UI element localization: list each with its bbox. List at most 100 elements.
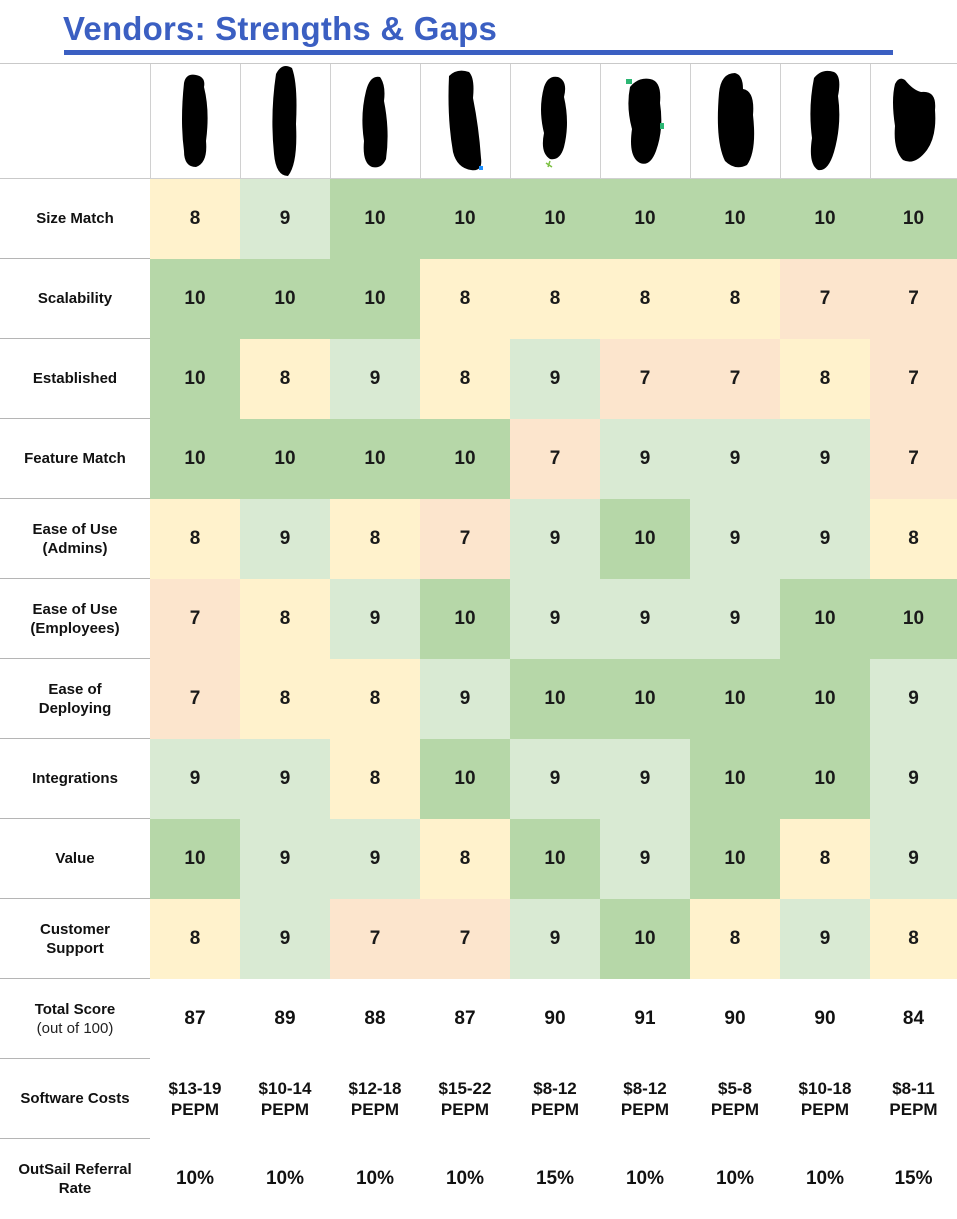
score-cell: 10 bbox=[150, 819, 240, 899]
cost-range: $10-18 bbox=[798, 1079, 852, 1098]
score-cell: 10 bbox=[600, 499, 690, 579]
referral-label-line2: Rate bbox=[58, 1180, 92, 1197]
score-cell: 9 bbox=[510, 339, 600, 419]
score-cell: 8 bbox=[690, 899, 780, 979]
criteria-label: Customer Support bbox=[0, 899, 150, 979]
score-cell: 9 bbox=[690, 499, 780, 579]
vendor-logo-redacted bbox=[240, 64, 330, 179]
criteria-label: Integrations bbox=[0, 739, 150, 819]
cost-unit: PEPM bbox=[440, 1100, 490, 1119]
software-cost-value: $8-11 PEPM bbox=[870, 1059, 957, 1139]
software-cost-value: $8-12 PEPM bbox=[600, 1059, 690, 1139]
score-cell: 8 bbox=[600, 259, 690, 339]
criteria-row-established: Established 10 8 9 8 9 7 7 8 7 bbox=[0, 339, 957, 419]
score-cell: 9 bbox=[870, 739, 957, 819]
score-cell: 10 bbox=[150, 339, 240, 419]
total-score-value: 87 bbox=[184, 1008, 206, 1029]
header-corner-cell bbox=[0, 64, 150, 179]
criteria-row-customer-support: Customer Support 8 9 7 7 9 10 8 9 8 bbox=[0, 899, 957, 979]
score-cell: 10 bbox=[690, 739, 780, 819]
score-cell: 10 bbox=[870, 579, 957, 659]
software-costs-row: Software Costs $13-19 PEPM $10-14 PEPM $12… bbox=[0, 1059, 957, 1139]
total-score-value: 91 bbox=[634, 1008, 656, 1029]
software-cost-value: $8-12 PEPM bbox=[510, 1059, 600, 1139]
criteria-label-line2: (Employees) bbox=[30, 619, 120, 637]
score-cell: 10 bbox=[780, 579, 870, 659]
score-cell: 10 bbox=[690, 179, 780, 259]
score-cell: 8 bbox=[420, 259, 510, 339]
score-cell: 9 bbox=[510, 499, 600, 579]
cost-unit: PEPM bbox=[260, 1100, 310, 1119]
score-cell: 9 bbox=[240, 499, 330, 579]
criteria-label-line1: Ease of Use bbox=[32, 600, 118, 618]
total-score-value: 90 bbox=[544, 1008, 566, 1029]
criteria-label-line1: Ease of bbox=[48, 680, 102, 698]
score-cell: 9 bbox=[330, 339, 420, 419]
score-cell: 8 bbox=[780, 339, 870, 419]
criteria-label-line1: Ease of Use bbox=[32, 520, 118, 538]
score-cell: 8 bbox=[330, 739, 420, 819]
vendor-comparison-table: Size Match 8 9 10 10 10 10 10 10 10 Scal… bbox=[0, 63, 957, 1219]
software-cost-value: $10-14 PEPM bbox=[240, 1059, 330, 1139]
score-cell: 8 bbox=[420, 819, 510, 899]
vendor-logo-redacted bbox=[600, 64, 690, 179]
criteria-row-scalability: Scalability 10 10 10 8 8 8 8 7 7 bbox=[0, 259, 957, 339]
score-cell: 10 bbox=[870, 179, 957, 259]
cost-unit: PEPM bbox=[530, 1100, 580, 1119]
referral-rate-value: 10% bbox=[175, 1168, 215, 1189]
score-cell: 10 bbox=[780, 739, 870, 819]
score-cell: 9 bbox=[870, 659, 957, 739]
cost-unit: PEPM bbox=[710, 1100, 760, 1119]
total-score-value: 88 bbox=[364, 1008, 386, 1029]
vendor-logo-redacted bbox=[150, 64, 240, 179]
software-cost-value: $10-18 PEPM bbox=[780, 1059, 870, 1139]
score-cell: 10 bbox=[240, 419, 330, 499]
total-score-sublabel: (out of 100) bbox=[36, 1019, 114, 1037]
score-cell: 8 bbox=[780, 819, 870, 899]
score-cell: 7 bbox=[780, 259, 870, 339]
score-cell: 9 bbox=[330, 579, 420, 659]
criteria-label: Established bbox=[0, 339, 150, 419]
score-cell: 9 bbox=[780, 499, 870, 579]
score-cell: 8 bbox=[150, 179, 240, 259]
score-cell: 8 bbox=[690, 259, 780, 339]
score-cell: 9 bbox=[240, 179, 330, 259]
score-cell: 9 bbox=[600, 819, 690, 899]
vendor-logo-redacted bbox=[690, 64, 780, 179]
score-cell: 7 bbox=[420, 499, 510, 579]
referral-rate-value: 15% bbox=[535, 1168, 575, 1189]
score-cell: 10 bbox=[420, 419, 510, 499]
cost-range: $15-22 bbox=[438, 1079, 492, 1098]
referral-rate-label: OutSail Referral Rate bbox=[0, 1139, 150, 1219]
score-cell: 9 bbox=[150, 739, 240, 819]
score-cell: 8 bbox=[330, 499, 420, 579]
score-cell: 10 bbox=[420, 739, 510, 819]
referral-rate-value: 15% bbox=[894, 1168, 933, 1189]
cost-unit: PEPM bbox=[889, 1100, 938, 1119]
criteria-label-line1: Customer bbox=[39, 920, 110, 938]
score-cell: 7 bbox=[690, 339, 780, 419]
referral-rate-row: OutSail Referral Rate 10% 10% 10% 10% 15%… bbox=[0, 1139, 957, 1219]
criteria-label: Ease of Deploying bbox=[0, 659, 150, 739]
cost-range: $13-19 bbox=[168, 1079, 222, 1098]
page-title: Vendors: Strengths & Gaps bbox=[63, 10, 498, 47]
cost-range: $5-8 bbox=[717, 1079, 753, 1098]
total-score-value: 90 bbox=[814, 1008, 836, 1029]
criteria-label: Scalability bbox=[0, 259, 150, 339]
score-cell: 10 bbox=[330, 259, 420, 339]
score-cell: 7 bbox=[870, 259, 957, 339]
score-cell: 10 bbox=[420, 179, 510, 259]
vendor-logo-row bbox=[0, 63, 957, 179]
score-cell: 9 bbox=[420, 659, 510, 739]
score-cell: 8 bbox=[420, 339, 510, 419]
score-cell: 10 bbox=[780, 179, 870, 259]
score-cell: 10 bbox=[510, 179, 600, 259]
total-score-row: Total Score (out of 100) 87 89 88 87 90 9… bbox=[0, 979, 957, 1059]
referral-rate-value: 10% bbox=[805, 1168, 845, 1189]
criteria-row-size-match: Size Match 8 9 10 10 10 10 10 10 10 bbox=[0, 179, 957, 259]
score-cell: 10 bbox=[240, 259, 330, 339]
score-cell: 10 bbox=[510, 659, 600, 739]
criteria-label: Size Match bbox=[0, 179, 150, 259]
cost-range: $10-14 bbox=[258, 1079, 312, 1098]
score-cell: 10 bbox=[330, 419, 420, 499]
